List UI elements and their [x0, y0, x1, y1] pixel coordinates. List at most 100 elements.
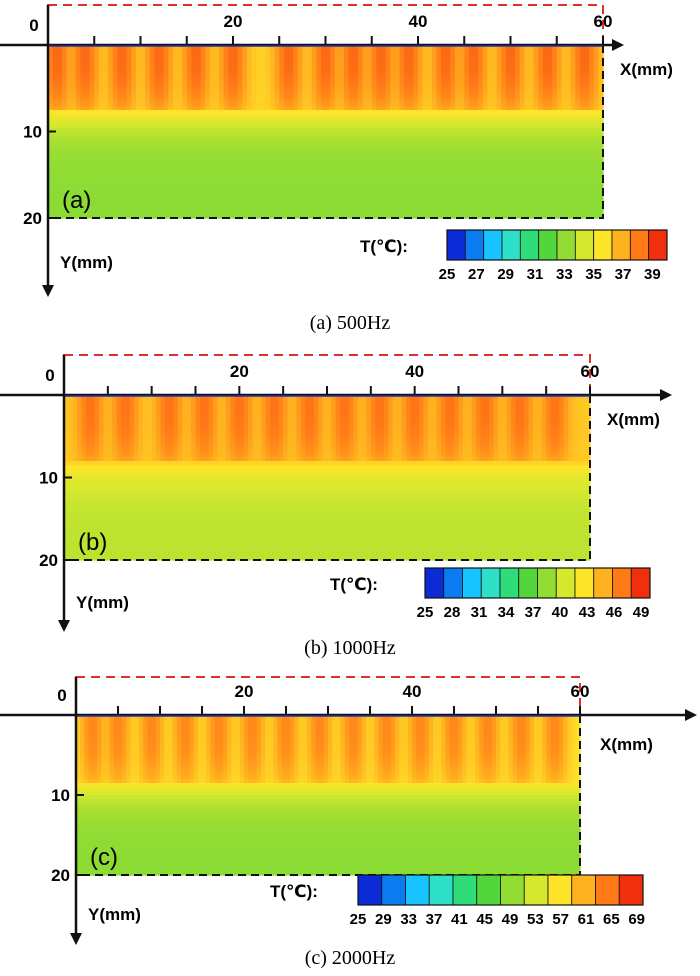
heat-cell — [390, 161, 396, 167]
heat-cell — [459, 153, 465, 159]
heat-cell — [283, 153, 290, 159]
heat-cell — [524, 135, 530, 141]
heat-cell — [135, 144, 142, 150]
heat-cell — [131, 196, 137, 202]
heat-cell — [125, 395, 131, 400]
heat-cell — [297, 192, 303, 197]
heat-cell — [561, 144, 567, 150]
heat-cell — [362, 144, 368, 150]
heat-cell — [196, 122, 202, 128]
heat-cell — [209, 179, 216, 184]
heat-cell — [450, 114, 456, 120]
heat-cell — [367, 66, 373, 72]
heat-cell — [552, 49, 558, 55]
heat-cell — [362, 161, 368, 167]
heat-cell — [85, 395, 91, 400]
heat-cell — [561, 114, 567, 120]
heat-cell — [98, 114, 105, 120]
heat-cell — [117, 148, 123, 154]
heat-cell — [316, 174, 322, 180]
heat-cell — [85, 127, 91, 133]
heat-cell — [122, 192, 128, 197]
heat-cell — [381, 92, 387, 98]
heat-cell — [390, 101, 396, 107]
heat-cell — [445, 92, 451, 98]
heat-cell — [219, 209, 225, 215]
heat-cell — [376, 140, 382, 146]
heat-cell — [492, 183, 498, 189]
heat-cell — [288, 196, 294, 202]
heat-cell — [325, 92, 331, 98]
heat-cell — [168, 88, 174, 94]
heat-cell — [270, 179, 276, 184]
heat-cell — [135, 148, 142, 154]
heat-cell — [112, 187, 118, 193]
heat-cell — [404, 144, 410, 150]
heat-cell — [519, 170, 525, 176]
heat-cell — [196, 196, 202, 202]
heat-cell — [251, 92, 257, 98]
heat-cell — [131, 153, 137, 159]
heat-cell — [196, 118, 202, 124]
heat-cell — [589, 105, 595, 111]
heat-cell — [154, 105, 160, 111]
heat-cell — [274, 66, 280, 72]
heat-cell — [353, 49, 359, 55]
heat-cell — [80, 161, 86, 167]
heat-cell — [427, 96, 433, 102]
heat-cell — [492, 192, 498, 197]
heat-cell — [566, 62, 572, 68]
heat-cell — [302, 205, 308, 210]
heat-cell — [214, 200, 220, 206]
heat-cell — [270, 209, 276, 215]
heat-cell — [487, 49, 493, 55]
heat-cell — [209, 187, 216, 193]
heat-cell — [519, 114, 525, 120]
heat-cell — [279, 88, 285, 94]
heat-cell — [547, 157, 553, 163]
heat-cell — [556, 96, 562, 102]
heat-cell — [103, 131, 109, 137]
heat-cell — [265, 140, 271, 146]
heat-cell — [223, 79, 229, 85]
heat-cell — [265, 135, 271, 141]
heat-cell — [371, 183, 377, 189]
heat-cell — [177, 88, 183, 94]
heat-cell — [422, 213, 428, 219]
heat-cell — [436, 166, 442, 172]
heat-cell — [260, 49, 266, 55]
heat-cell — [441, 109, 447, 115]
heat-cell — [385, 88, 391, 94]
heat-cell — [145, 66, 151, 72]
heat-cell — [163, 187, 169, 193]
heat-cell — [353, 79, 359, 85]
heat-cell — [427, 148, 433, 154]
heat-cell — [478, 53, 484, 59]
heat-cell — [515, 144, 521, 150]
heat-cell — [108, 209, 114, 215]
heat-cell — [85, 209, 91, 215]
heat-cell — [196, 114, 202, 120]
heat-cell — [168, 96, 174, 102]
heat-cell — [496, 166, 502, 172]
heat-cell — [205, 53, 211, 59]
heat-cell — [283, 196, 290, 202]
heat-cell — [246, 122, 253, 128]
heat-cell — [94, 88, 100, 94]
heat-cell — [112, 153, 118, 159]
heat-cell — [418, 200, 424, 206]
heat-cell — [436, 187, 442, 193]
heat-cell — [81, 395, 87, 400]
heat-cell — [598, 114, 604, 120]
heat-cell — [293, 131, 299, 137]
heat-cell — [122, 96, 128, 102]
heat-cell — [459, 144, 465, 150]
heat-cell — [274, 118, 280, 124]
heat-cell — [75, 161, 81, 167]
heat-cell — [320, 70, 327, 76]
heat-cell — [468, 179, 475, 184]
heat-cell — [579, 170, 586, 176]
heat-cell — [325, 79, 331, 85]
heat-cell — [260, 105, 266, 111]
heat-cell — [589, 153, 595, 159]
